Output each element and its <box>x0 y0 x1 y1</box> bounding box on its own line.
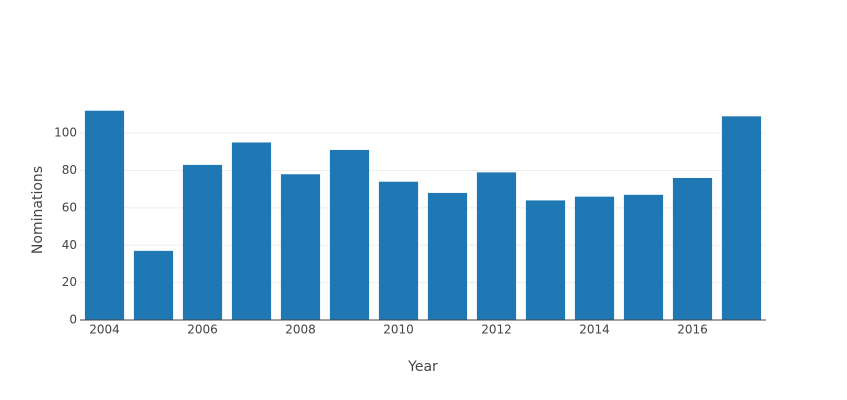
x-tick-label: 2014 <box>579 323 610 337</box>
x-tick-label: 2008 <box>285 323 316 337</box>
y-tick-label: 80 <box>62 163 77 177</box>
bar <box>280 174 321 320</box>
y-tick-label: 0 <box>69 313 77 327</box>
bar <box>525 200 566 320</box>
bar <box>427 192 468 320</box>
y-tick-label: 40 <box>62 238 77 252</box>
y-tick-label: 60 <box>62 200 77 214</box>
x-axis-title: Year <box>407 359 438 375</box>
bar <box>623 194 664 320</box>
y-axis-title: Nominations <box>30 166 46 254</box>
bar <box>672 177 713 320</box>
bar <box>133 250 174 320</box>
x-tick-label: 2012 <box>481 323 512 337</box>
bar <box>721 116 762 320</box>
bar <box>84 110 125 321</box>
bar <box>378 181 419 320</box>
bar <box>182 164 223 320</box>
x-tick-label: 2004 <box>89 323 120 337</box>
y-tick-label: 100 <box>54 126 77 140</box>
bar <box>574 196 615 320</box>
x-tick-label: 2016 <box>677 323 708 337</box>
bar <box>329 149 370 320</box>
bar <box>476 172 517 320</box>
x-tick-label: 2006 <box>187 323 218 337</box>
y-tick-label: 20 <box>62 275 77 289</box>
bar <box>231 142 272 320</box>
x-tick-label: 2010 <box>383 323 414 337</box>
